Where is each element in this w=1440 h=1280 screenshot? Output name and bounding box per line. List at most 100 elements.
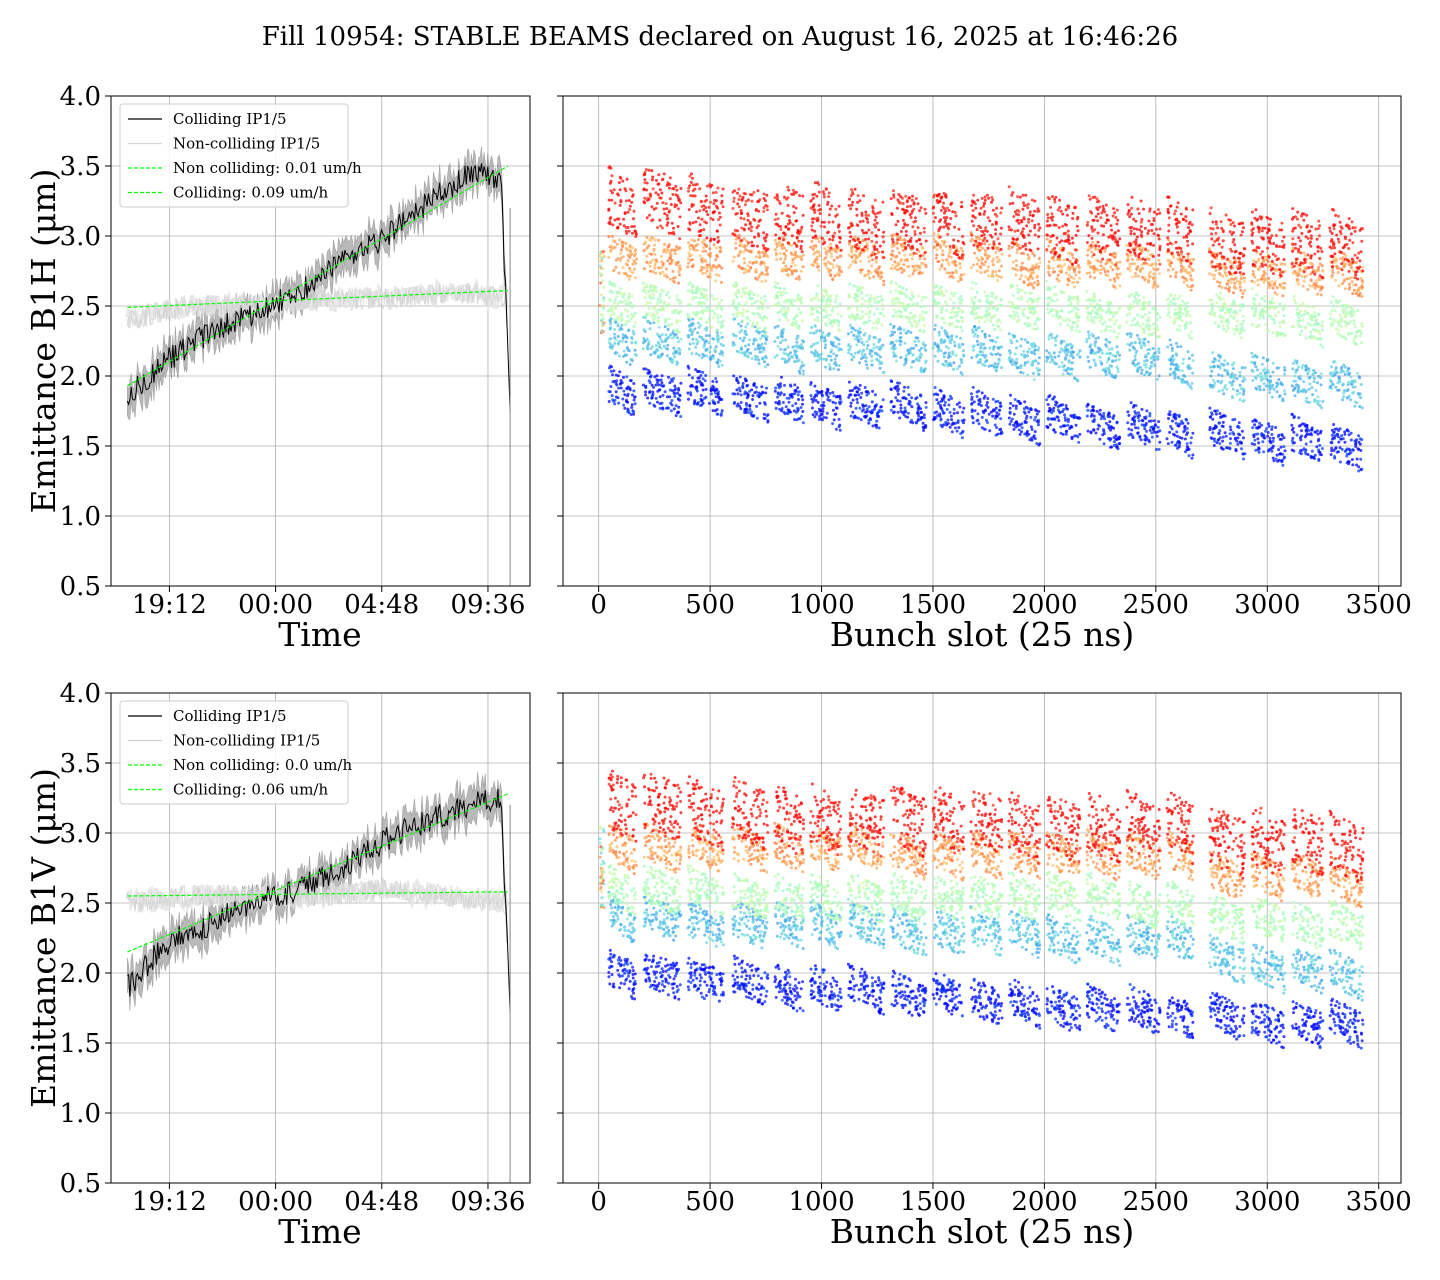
bunch-point [990, 364, 994, 368]
bunch-point [827, 304, 831, 308]
bunch-point [923, 251, 927, 255]
bunch-point [857, 393, 861, 397]
bunch-point [1015, 284, 1019, 288]
bunch-point [829, 274, 832, 278]
bunch-point [813, 229, 817, 233]
bunch-point [831, 220, 835, 224]
bunch-point [1019, 370, 1023, 374]
bunch-point [1078, 355, 1082, 359]
bunch-point [754, 385, 758, 389]
bunch-point [814, 306, 818, 310]
bunch-point [956, 279, 960, 283]
bunch-point [1026, 340, 1030, 344]
bunch-point [658, 406, 662, 410]
bunch-point [976, 244, 979, 248]
bunch-point [607, 235, 611, 238]
bunch-point [687, 261, 690, 265]
bunch-point [891, 333, 894, 337]
bunch-point [663, 390, 667, 394]
bunch-point [1078, 416, 1082, 420]
bunch-point [855, 213, 859, 217]
bunch-point [1075, 296, 1078, 300]
y-tick-label: 3.5 [60, 152, 101, 182]
bunch-point [955, 270, 958, 274]
bunch-point [700, 304, 704, 308]
bunch-point [878, 311, 882, 315]
bunch-point [745, 333, 749, 337]
bunch-point [911, 225, 915, 229]
bunch-point [601, 279, 604, 282]
bunch-point [975, 290, 979, 294]
bunch-point [889, 281, 893, 285]
bunch-point [673, 276, 677, 279]
bunch-point [837, 342, 841, 346]
bunch-point [827, 213, 831, 217]
bunch-point [831, 342, 835, 345]
bunch-point [903, 406, 907, 410]
bunch-point [1067, 238, 1071, 242]
bunch-point [738, 389, 742, 393]
bunch-point [935, 398, 939, 402]
bunch-point [835, 354, 839, 358]
bunch-point [909, 311, 913, 315]
bunch-point [782, 231, 786, 235]
bunch-point [732, 317, 736, 321]
bunch-point [799, 311, 803, 315]
bunch-point [746, 212, 750, 216]
bunch-point [1053, 200, 1057, 204]
bunch-point [740, 347, 744, 351]
bunch-point [652, 321, 656, 325]
bunch-point [817, 418, 821, 421]
bunch-point [704, 374, 708, 377]
bunch-point [828, 391, 832, 395]
bunch-point [979, 271, 983, 275]
bunch-point [936, 349, 940, 353]
bunch-point [897, 327, 900, 331]
bunch-point [870, 239, 874, 243]
bunch-point [750, 199, 754, 203]
bunch-point [838, 240, 842, 244]
bunch-point [810, 224, 814, 228]
bunch-point [1037, 418, 1040, 422]
bunch-point [1048, 394, 1052, 398]
bunch-point [642, 200, 646, 204]
bunch-point [642, 242, 646, 246]
bunch-point [780, 242, 784, 246]
bunch-point [894, 288, 898, 292]
bunch-point [1045, 349, 1049, 353]
bunch-point [781, 238, 785, 242]
bunch-point [613, 298, 617, 302]
bunch-point [670, 399, 674, 402]
bunch-point [932, 237, 936, 241]
bunch-point [706, 213, 710, 217]
bunch-point [765, 386, 768, 390]
bunch-point [847, 315, 851, 318]
bunch-point [701, 377, 705, 381]
bunch-point [647, 168, 651, 172]
bunch-point [833, 357, 837, 361]
bunch-point [688, 245, 692, 248]
bunch-point [795, 269, 798, 272]
bunch-point [912, 302, 916, 306]
bunch-point [819, 224, 823, 228]
bunch-point [932, 211, 935, 215]
bunch-point [962, 272, 966, 276]
bunch-point [904, 308, 908, 312]
bunch-point [819, 357, 823, 361]
bunch-point [654, 206, 658, 210]
bunch-point [801, 213, 805, 217]
bunch-point [1035, 263, 1038, 267]
bunch-point [650, 178, 654, 182]
bunch-point [719, 306, 723, 309]
bunch-point [879, 294, 883, 298]
bunch-point [1045, 279, 1049, 283]
bunch-point [1008, 406, 1012, 410]
bunch-point [822, 415, 826, 419]
bunch-point [779, 347, 783, 351]
bunch-point [774, 222, 778, 226]
bunch-point [742, 336, 746, 340]
bunch-point [958, 262, 962, 265]
bunch-point [778, 202, 782, 205]
bunch-point [868, 410, 872, 414]
bunch-point [746, 218, 750, 222]
